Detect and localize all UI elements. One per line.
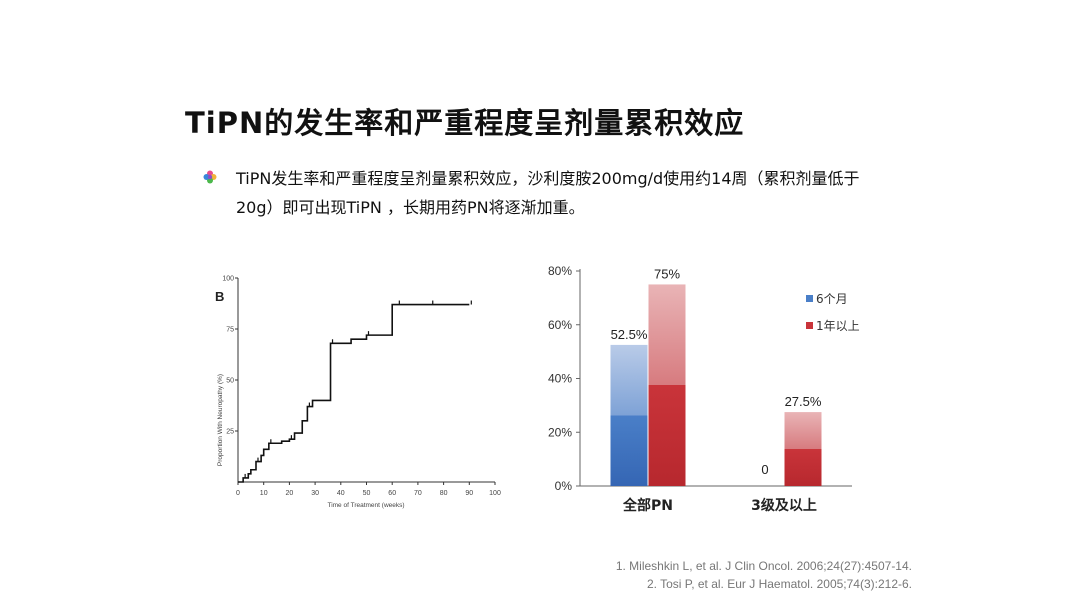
neuropathy-step-line bbox=[238, 303, 470, 483]
x-tick-label: 80 bbox=[440, 490, 448, 497]
y-tick-label: 0% bbox=[555, 479, 573, 493]
x-tick-label: 20 bbox=[286, 490, 294, 497]
panel-label: B bbox=[215, 289, 224, 304]
legend-label: 1年以上 bbox=[816, 319, 860, 333]
category-label: 3级及以上 bbox=[751, 497, 817, 514]
x-tick-label: 40 bbox=[337, 490, 345, 497]
slide-title: TiPN的发生率和严重程度呈剂量累积效应 bbox=[185, 106, 745, 140]
y-tick-label: 25 bbox=[226, 429, 234, 436]
flower-bullet-icon bbox=[203, 170, 217, 184]
x-axis-label: Time of Treatment (weeks) bbox=[327, 502, 404, 509]
x-tick-label: 60 bbox=[388, 490, 396, 497]
pn-bar-chart: 0% 20% 40% 60% 80% 52.5% 75% 全部PN 0 27.5% 3级及以上 6… bbox=[548, 264, 860, 514]
neuropathy-step-chart: B Proportion With Neuropathy (%) Time of… bbox=[215, 276, 501, 510]
y-tick-label: 80% bbox=[548, 264, 572, 278]
x-tick-label: 10 bbox=[260, 490, 268, 497]
bar-value-label: 0 bbox=[761, 462, 768, 477]
x-tick-label: 0 bbox=[236, 490, 240, 497]
reference-1: 1. Mileshkin L, et al. J Clin Oncol. 200… bbox=[615, 559, 912, 573]
x-tick-label: 70 bbox=[414, 490, 422, 497]
bar-six-months bbox=[610, 344, 648, 486]
x-tick-label: 50 bbox=[363, 490, 371, 497]
legend-swatch bbox=[806, 322, 813, 329]
y-tick-label: 100 bbox=[222, 276, 234, 283]
y-tick-label: 75 bbox=[226, 327, 234, 334]
bar-over-one-year bbox=[784, 412, 822, 486]
bar-value-label: 75% bbox=[654, 266, 680, 281]
y-tick-label: 40% bbox=[548, 372, 572, 386]
y-axis-label: Proportion With Neuropathy (%) bbox=[217, 374, 224, 466]
reference-2: 2. Tosi P, et al. Eur J Haematol. 2005;7… bbox=[646, 577, 912, 591]
legend-label: 6个月 bbox=[816, 292, 848, 306]
category-label: 全部PN bbox=[622, 497, 673, 514]
y-tick-label: 50 bbox=[226, 378, 234, 385]
x-tick-label: 90 bbox=[465, 490, 473, 497]
bar-value-label: 52.5% bbox=[611, 327, 648, 342]
bar-value-label: 27.5% bbox=[785, 394, 822, 409]
bullet-text: TiPN发生率和严重程度呈剂量累积效应，沙利度胺200mg/d使用约14周（累积… bbox=[236, 169, 860, 217]
y-tick-label: 60% bbox=[548, 318, 572, 332]
legend-swatch bbox=[806, 295, 813, 302]
x-tick-label: 30 bbox=[311, 490, 319, 497]
x-tick-label: 100 bbox=[489, 490, 501, 497]
y-tick-label: 20% bbox=[548, 425, 572, 439]
bar-over-one-year bbox=[648, 284, 686, 486]
references: 1. Mileshkin L, et al. J Clin Oncol. 200… bbox=[560, 557, 912, 593]
